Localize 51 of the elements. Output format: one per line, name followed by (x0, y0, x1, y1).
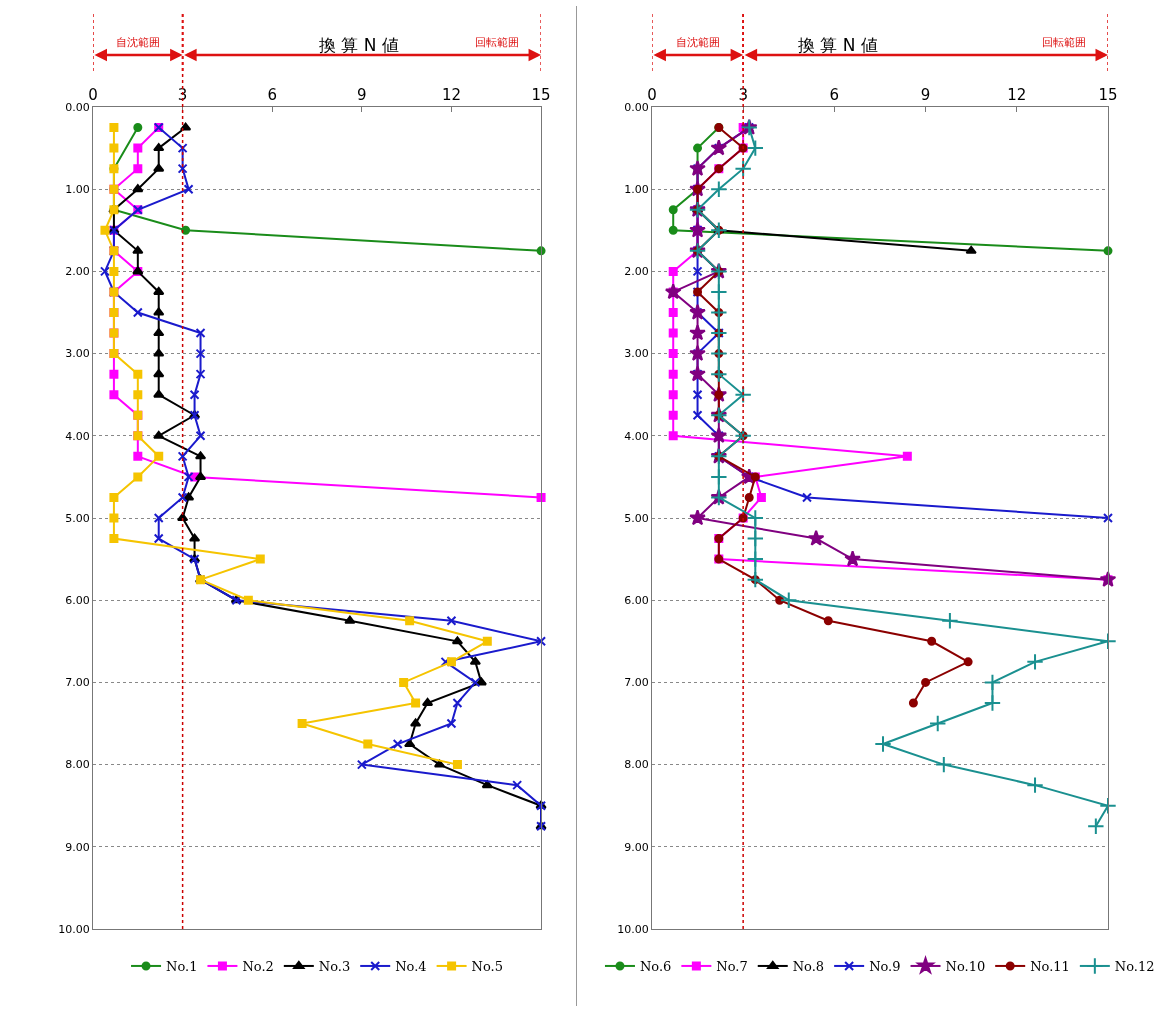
legend-label: No.12 (1114, 959, 1155, 975)
y-tick-label: 1.00 (65, 183, 90, 197)
y-tick-label: 1.00 (624, 183, 649, 197)
y-tick-label: 3.00 (65, 347, 90, 361)
text: 自沈範囲 (676, 36, 720, 49)
y-tick-label: 9.00 (624, 840, 649, 854)
x-tick-label: 6 (829, 86, 840, 104)
legend-label: No.4 (395, 959, 427, 975)
chart-title: 換 算 N 値 (319, 35, 399, 55)
x-tick-label: 15 (531, 86, 551, 104)
x-tick-label: 12 (441, 86, 461, 104)
y-tick-label: 8.00 (624, 758, 649, 772)
x-tick-label: 12 (1007, 86, 1027, 104)
y-tick-label: 10.00 (58, 922, 90, 936)
y-tick-label: 6.00 (65, 594, 90, 608)
y-tick-label: 5.00 (624, 511, 649, 525)
legend-label: No.9 (869, 959, 901, 975)
y-tick-label: 10.00 (617, 922, 649, 936)
x-tick-label: 15 (1098, 86, 1118, 104)
x-tick-label: 9 (357, 86, 367, 104)
x-tick-label: 3 (738, 86, 748, 104)
y-tick-label: 4.00 (65, 429, 90, 443)
y-tick-label: 0.00 (65, 100, 90, 114)
x-tick-label: 0 (647, 86, 657, 104)
legend-label: No.11 (1030, 959, 1070, 975)
legend-label: No.2 (242, 959, 274, 975)
y-tick-label: 3.00 (624, 347, 649, 361)
legend-label: No.7 (716, 959, 748, 975)
y-tick-label: 8.00 (65, 758, 90, 772)
text: 自沈範囲 (116, 36, 160, 49)
legend-label: No.5 (471, 959, 503, 975)
y-tick-label: 7.00 (624, 676, 649, 690)
chart-title: 換 算 N 値 (798, 35, 878, 55)
text: 回転範囲 (475, 36, 519, 49)
y-tick-label: 7.00 (65, 676, 90, 690)
y-tick-label: 0.00 (624, 100, 649, 114)
legend-label: No.1 (166, 959, 198, 975)
x-tick-label: 0 (88, 86, 98, 104)
legend-label: No.3 (318, 959, 351, 975)
y-tick-label: 2.00 (65, 265, 90, 279)
x-tick-label: 6 (267, 86, 277, 104)
legend-label: No.10 (945, 959, 986, 975)
legend-label: No.8 (792, 959, 825, 975)
y-tick-label: 6.00 (624, 594, 649, 608)
y-tick-label: 2.00 (624, 265, 649, 279)
text: 回転範囲 (1042, 36, 1086, 49)
x-tick-label: 9 (920, 86, 931, 104)
y-tick-label: 5.00 (65, 511, 90, 525)
y-tick-label: 4.00 (624, 429, 649, 443)
legend-label: No.6 (639, 959, 672, 975)
y-tick-label: 9.00 (65, 840, 90, 854)
